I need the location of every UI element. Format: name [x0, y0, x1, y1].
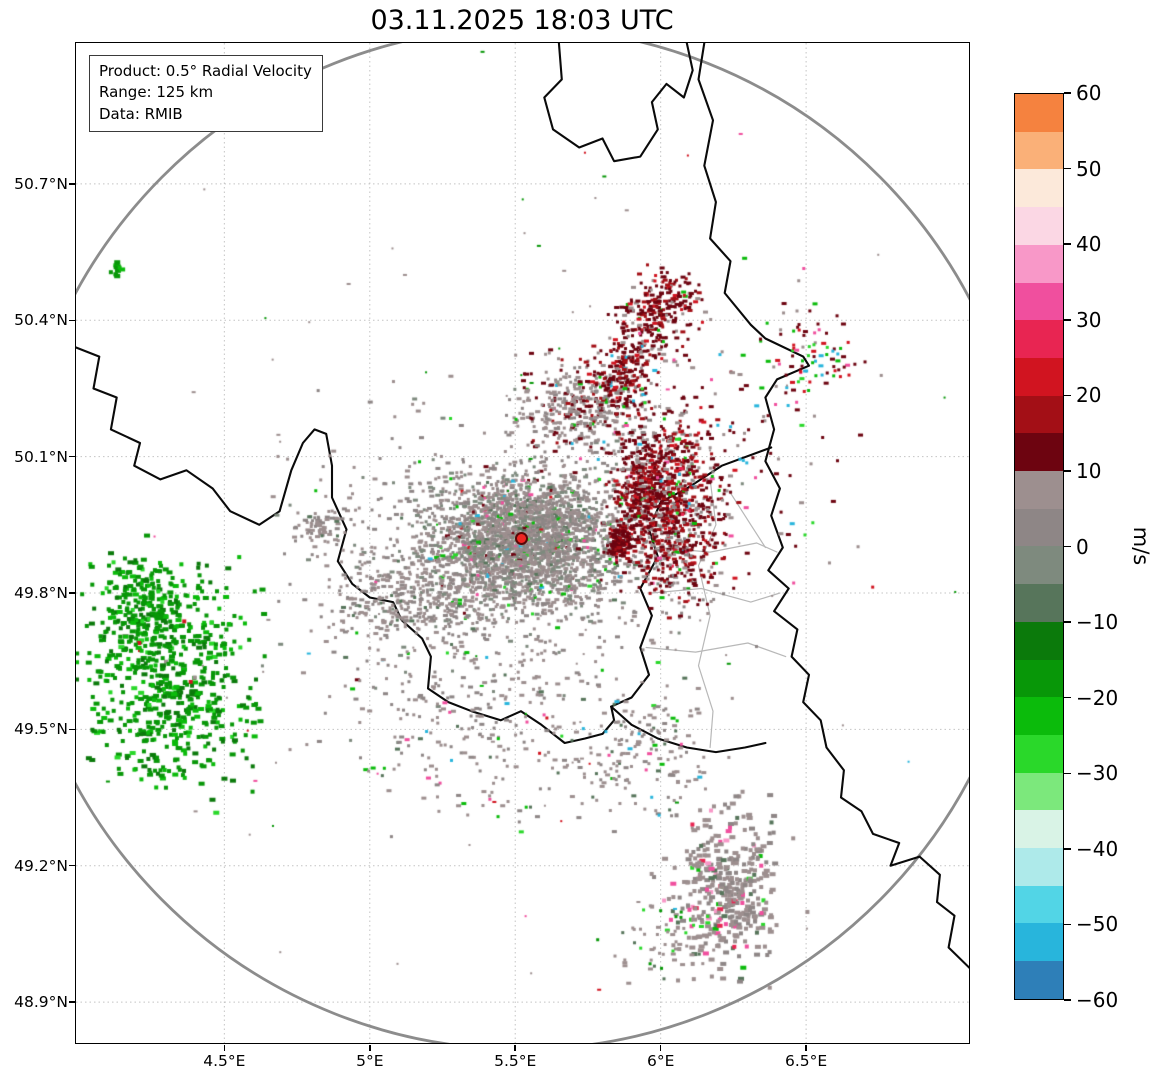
- x-tick-mark: [223, 1045, 226, 1051]
- y-tick-label: 50.1°N: [14, 447, 68, 466]
- colorbar-band: [1015, 885, 1063, 924]
- colorbar-tick-label: 0: [1076, 534, 1089, 559]
- colorbar-tick-label: −40: [1076, 836, 1119, 861]
- colorbar-band: [1015, 848, 1063, 886]
- colorbar-tick-mark: [1064, 772, 1071, 774]
- y-tick-mark: [69, 728, 75, 731]
- x-tick-label: 5.5°E: [494, 1052, 537, 1070]
- colorbar-band: [1015, 621, 1063, 660]
- map-plot-area: Product: 0.5° Radial Velocity Range: 125…: [75, 42, 970, 1044]
- x-tick-label: 4.5°E: [203, 1052, 246, 1070]
- colorbar-tick-label: −10: [1076, 610, 1119, 635]
- colorbar-tick-mark: [1064, 545, 1071, 548]
- x-tick-mark: [514, 1045, 516, 1051]
- colorbar-band: [1015, 244, 1063, 283]
- colorbar-band: [1015, 357, 1063, 396]
- colorbar-tick-mark: [1064, 999, 1071, 1001]
- colorbar-band: [1015, 471, 1063, 509]
- y-tick-label: 50.4°N: [14, 311, 68, 330]
- colorbar-band: [1015, 395, 1063, 434]
- product-info-line: Product: 0.5° Radial Velocity: [99, 62, 312, 80]
- colorbar-tick-mark: [1064, 394, 1071, 397]
- x-tick-mark: [659, 1045, 662, 1051]
- colorbar-band: [1015, 734, 1063, 773]
- colorbar-tick-label: 30: [1076, 307, 1102, 332]
- colorbar-band: [1015, 923, 1063, 962]
- x-tick-label: 6.5°E: [784, 1052, 828, 1070]
- colorbar-tick-label: −50: [1076, 912, 1119, 937]
- y-tick-label: 49.2°N: [14, 856, 68, 875]
- x-tick-mark: [369, 1045, 371, 1051]
- x-tick-mark: [805, 1045, 807, 1051]
- colorbar-tick-label: 40: [1076, 232, 1102, 257]
- colorbar-tick-label: 20: [1076, 383, 1102, 408]
- colorbar-tick-label: −60: [1076, 988, 1119, 1012]
- y-tick-label: 49.8°N: [14, 584, 68, 602]
- colorbar-band: [1015, 169, 1063, 208]
- colorbar-tick-label: −20: [1076, 685, 1119, 710]
- colorbar-band: [1015, 508, 1063, 547]
- colorbar-tick-mark: [1064, 696, 1071, 699]
- y-tick-mark: [69, 183, 75, 185]
- figure-title: 03.11.2025 18:03 UTC: [370, 5, 674, 36]
- y-tick-label: 50.7°N: [14, 174, 68, 193]
- y-tick-mark: [69, 455, 75, 458]
- x-tick-label: 6°E: [646, 1052, 675, 1070]
- colorbar-band: [1015, 772, 1063, 811]
- colorbar-tick-mark: [1064, 319, 1071, 321]
- colorbar-tick-mark: [1064, 92, 1071, 94]
- colorbar-band: [1015, 282, 1063, 321]
- colorbar-band: [1015, 697, 1063, 735]
- data-source-info-line: Data: RMIB: [99, 104, 183, 123]
- colorbar-tick-label: 60: [1076, 81, 1102, 105]
- y-tick-label: 49.5°N: [14, 720, 68, 739]
- colorbar-band: [1015, 320, 1063, 358]
- colorbar-tick-mark: [1064, 923, 1071, 926]
- y-tick-mark: [69, 1001, 75, 1003]
- colorbar-tick-label: 10: [1076, 458, 1102, 483]
- colorbar-band: [1015, 659, 1063, 698]
- colorbar-band: [1015, 131, 1063, 170]
- colorbar-tick-mark: [1064, 167, 1071, 170]
- colorbar-tick-label: −30: [1076, 761, 1119, 786]
- colorbar-tick-mark: [1064, 848, 1071, 850]
- x-tick-label: 5°E: [356, 1052, 384, 1070]
- colorbar-band: [1015, 584, 1063, 622]
- range-info-line: Range: 125 km: [99, 83, 214, 102]
- colorbar-band: [1015, 433, 1063, 472]
- y-tick-label: 48.9°N: [14, 993, 68, 1012]
- colorbar-band: [1015, 810, 1063, 849]
- colorbar-tick-mark: [1064, 470, 1071, 472]
- colorbar-tick-mark: [1064, 243, 1071, 245]
- colorbar-band: [1015, 94, 1063, 132]
- y-tick-mark: [69, 864, 75, 867]
- colorbar-tick-mark: [1064, 621, 1071, 623]
- colorbar-band: [1015, 961, 1063, 999]
- colorbar-band: [1015, 207, 1063, 245]
- colorbar-band: [1015, 546, 1063, 585]
- colorbar: [1014, 93, 1064, 1000]
- colorbar-tick-label: 50: [1076, 156, 1102, 181]
- radar-site-marker: [514, 531, 528, 545]
- product-info-box: Product: 0.5° Radial Velocity Range: 125…: [89, 55, 323, 132]
- y-tick-mark: [69, 592, 75, 594]
- colorbar-unit-label: m/s: [1129, 526, 1153, 566]
- y-tick-mark: [69, 319, 75, 322]
